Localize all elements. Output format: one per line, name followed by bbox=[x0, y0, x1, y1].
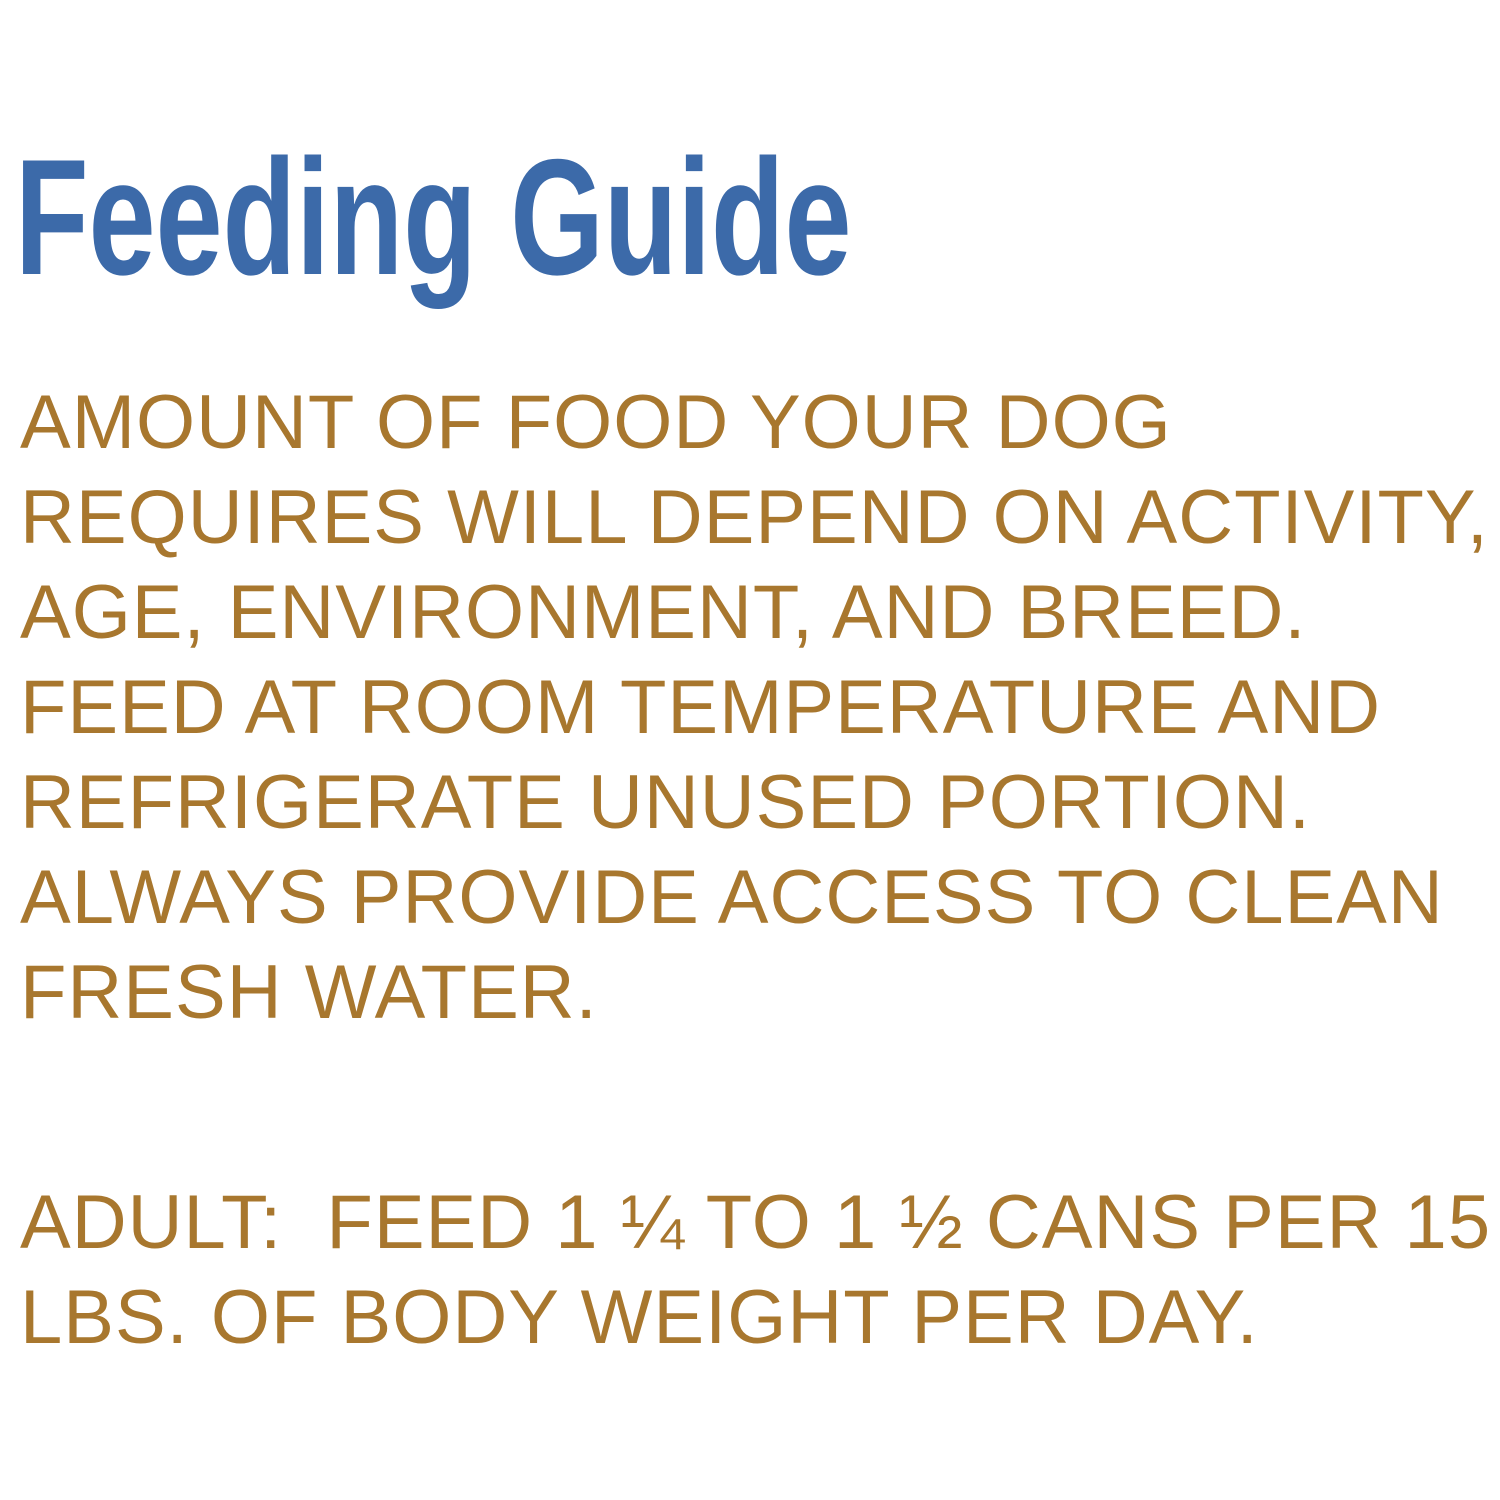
page-title: Feeding Guide bbox=[15, 125, 852, 309]
feeding-instructions-text: AMOUNT OF FOOD YOUR DOG REQUIRES WILL DE… bbox=[20, 380, 1489, 1035]
adult-feeding-amount-text: ADULT: FEED 1 ¼ TO 1 ½ CANS PER 15 LBS. … bbox=[20, 1180, 1492, 1360]
